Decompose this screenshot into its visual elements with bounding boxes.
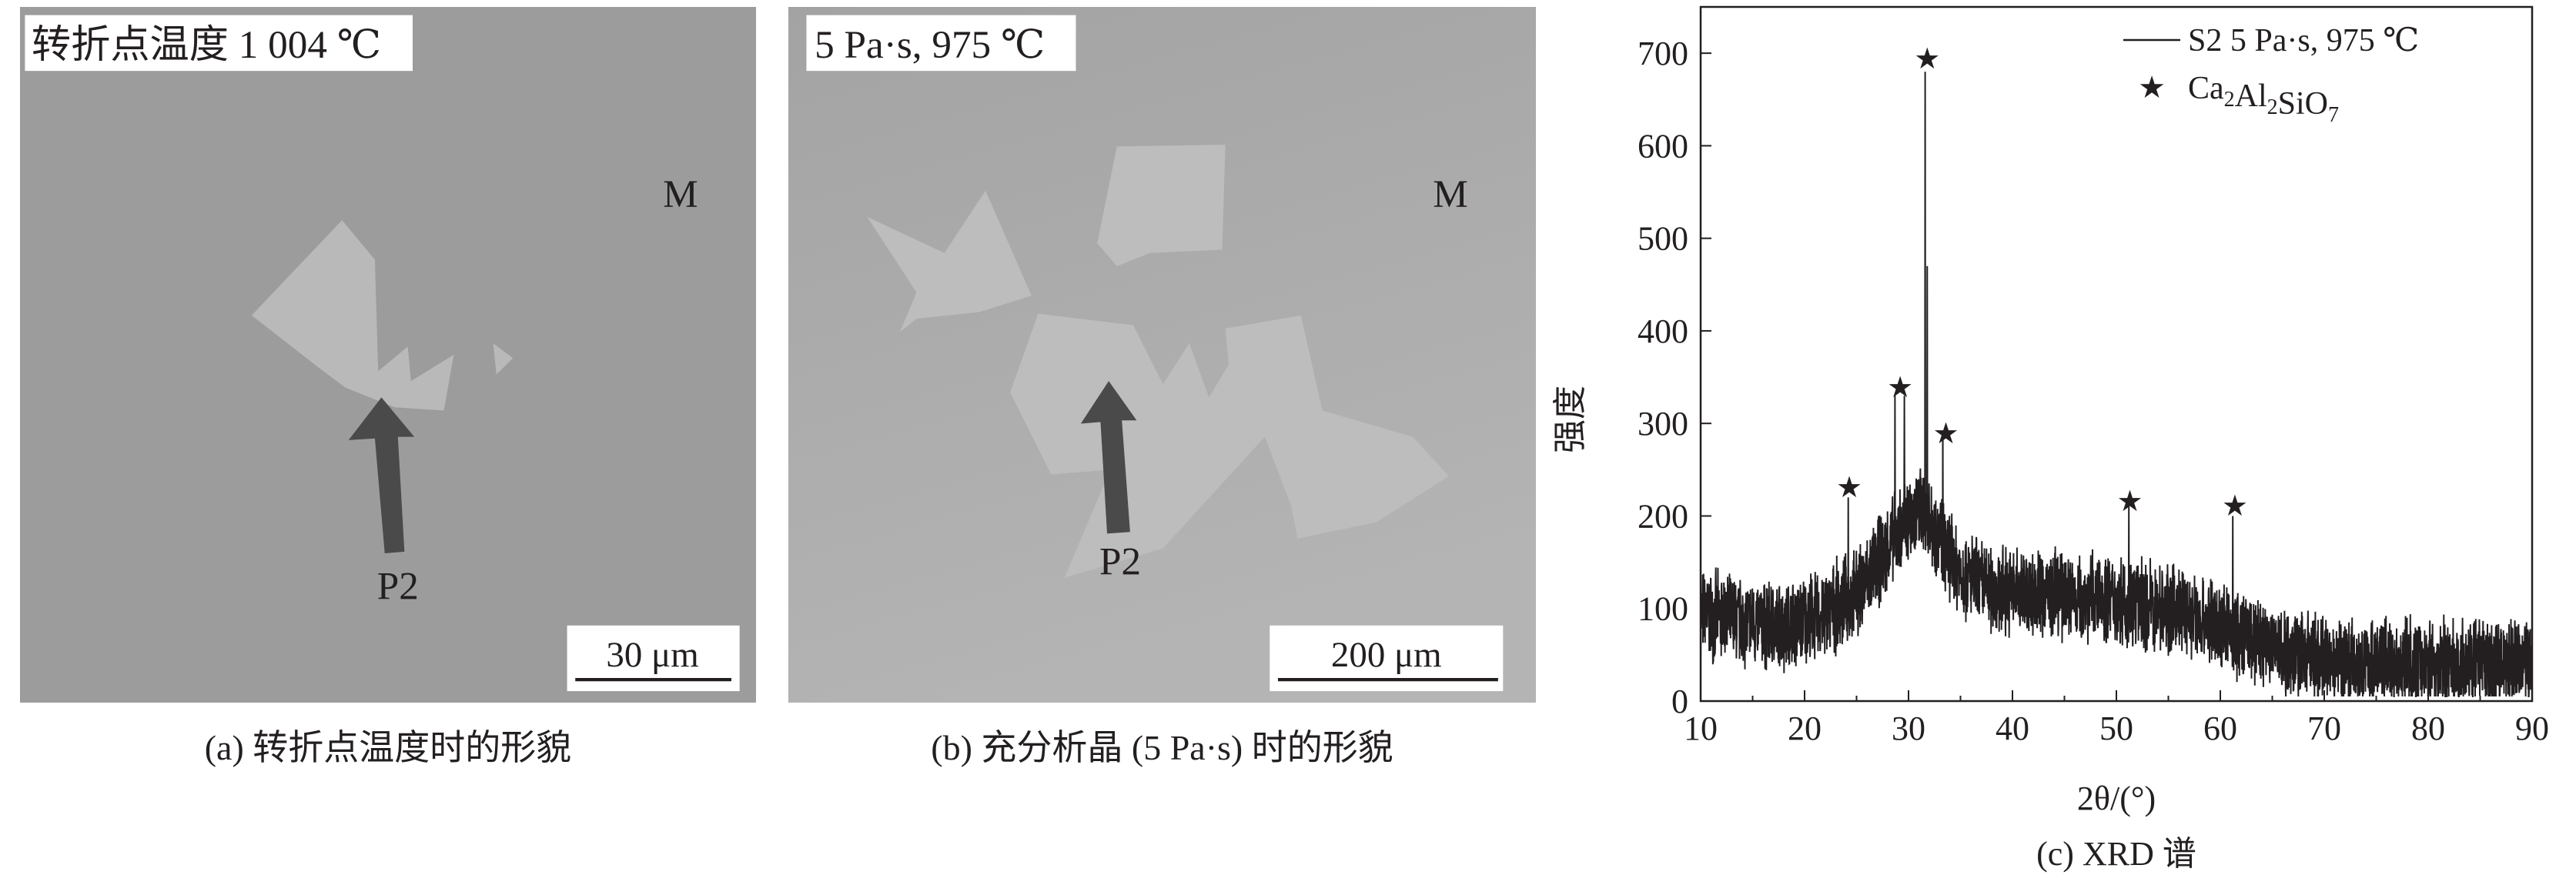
chart-caption: (c) XRD 谱: [2036, 835, 2196, 873]
label-box: [25, 15, 413, 72]
y-tick-label: 700: [1638, 35, 1688, 72]
matrix-background: [788, 7, 1536, 703]
x-tick-label: 50: [2099, 710, 2133, 747]
crystal-fragment: [493, 343, 514, 375]
matrix-background: [20, 7, 756, 703]
y-tick-label: 300: [1638, 405, 1688, 442]
legend-star-icon: ★: [2138, 70, 2166, 105]
scale-bar-label: 30 μm: [606, 635, 698, 675]
y-tick-label: 400: [1638, 312, 1688, 350]
label-box: [806, 15, 1076, 72]
arrow-label: P2: [377, 565, 419, 609]
x-axis-label: 2θ/(°): [2077, 780, 2156, 817]
caption-b: (b) 充分析晶 (5 Pa·s) 时的形貌: [931, 728, 1393, 767]
legend-label-series: S2 5 Pa·s, 975 ℃: [2188, 23, 2419, 58]
y-tick-label: 100: [1638, 590, 1688, 628]
scale-bar-label: 200 μm: [1331, 635, 1442, 675]
x-tick-label: 90: [2515, 710, 2549, 747]
arrow-icon: [348, 397, 415, 553]
phase-star-marker: ★: [1887, 372, 1913, 404]
phase-star-marker: ★: [2222, 490, 2248, 523]
x-tick-label: 20: [1788, 710, 1822, 747]
phase-star-marker: ★: [2117, 486, 2143, 518]
y-tick-label: 0: [1671, 683, 1688, 720]
x-tick-label: 70: [2307, 710, 2341, 747]
arrow-icon: [1080, 381, 1137, 534]
legend-label-phase: Ca2Al2SiO7: [2188, 71, 2339, 127]
phase-star-marker: ★: [1933, 418, 1959, 450]
crystal: [867, 190, 1032, 332]
x-tick-label: 60: [2203, 710, 2237, 747]
micrograph-a: P2 M 转折点温度 1 004 ℃ 30 μm: [20, 7, 756, 703]
x-tick-label: 10: [1684, 710, 1718, 747]
x-tick-label: 40: [1996, 710, 2029, 747]
region-label: M: [663, 172, 698, 216]
micrograph-b: P2 M 5 Pa·s, 975 ℃ 200 μm: [788, 7, 1536, 703]
arrow-label: P2: [1099, 540, 1141, 584]
crystal-p2: [251, 220, 454, 411]
y-tick-label: 600: [1638, 127, 1688, 165]
legend: S2 5 Pa·s, 975 ℃ ★ Ca2Al2SiO7: [2123, 23, 2419, 127]
y-tick-label: 200: [1638, 497, 1688, 535]
region-label: M: [1433, 172, 1468, 216]
phase-star-marker: ★: [1914, 43, 1940, 75]
condition-label: 5 Pa·s, 975 ℃: [815, 23, 1045, 67]
crystal: [1097, 145, 1226, 266]
phase-star-marker: ★: [1836, 472, 1862, 504]
y-axis-label: 强度: [1551, 386, 1589, 453]
condition-label: 转折点温度 1 004 ℃: [32, 23, 381, 67]
x-tick-label: 80: [2411, 710, 2445, 747]
x-tick-label: 30: [1892, 710, 1925, 747]
caption-a: (a) 转折点温度时的形貌: [204, 728, 572, 767]
y-tick-label: 500: [1638, 220, 1688, 258]
xrd-series-line: [1700, 72, 2533, 697]
